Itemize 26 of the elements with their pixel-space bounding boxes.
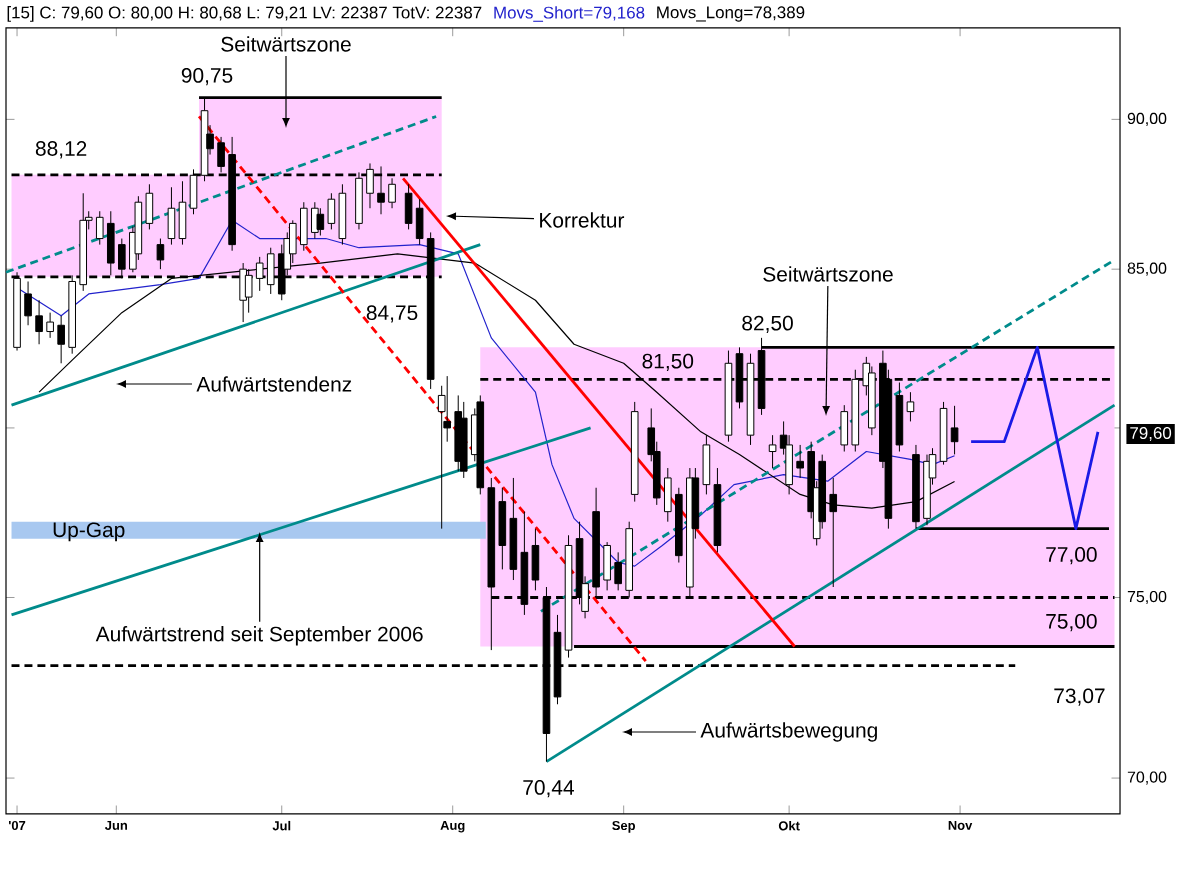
- candlestick: [950, 405, 959, 455]
- text: Movs_Short=79,168: [494, 6, 645, 22]
- annotation: 73,07: [1054, 688, 1105, 706]
- annotation: 84,75: [366, 305, 418, 323]
- candlestick: [178, 180, 187, 246]
- line-series: [969, 345, 1100, 531]
- text: 79,60: [1130, 427, 1172, 441]
- candlestick: [939, 401, 948, 466]
- annotation: 81,50: [642, 353, 694, 371]
- candlestick: [630, 401, 639, 503]
- annotation: 70,44: [523, 780, 574, 798]
- annotation: Korrektur: [540, 212, 625, 228]
- annotation: Up-Gap: [53, 522, 125, 542]
- annotation: 82,50: [742, 315, 793, 333]
- annotation: Aufwärtstendenz: [196, 376, 352, 392]
- annotation: 90,75: [181, 67, 233, 86]
- annotation: Seitwärtszone: [221, 36, 351, 52]
- candlestick: [167, 186, 176, 246]
- annotation: Aufwärtstrend seit September 2006: [95, 626, 423, 646]
- annotation: 77,00: [1046, 547, 1097, 565]
- chart-title: [15] C: 79,60 O: 80,00 H: 80,68 L: 79,21 LV: 22387 TotV: 22387: [7, 6, 482, 22]
- annotation: 75,00: [1046, 613, 1097, 632]
- annotation: 88,12: [35, 141, 87, 159]
- text: Movs_Long=78,389: [657, 6, 805, 22]
- annotation: Aufwärtsbewegung: [700, 722, 877, 742]
- annotation: Seitwärtszone: [763, 266, 893, 282]
